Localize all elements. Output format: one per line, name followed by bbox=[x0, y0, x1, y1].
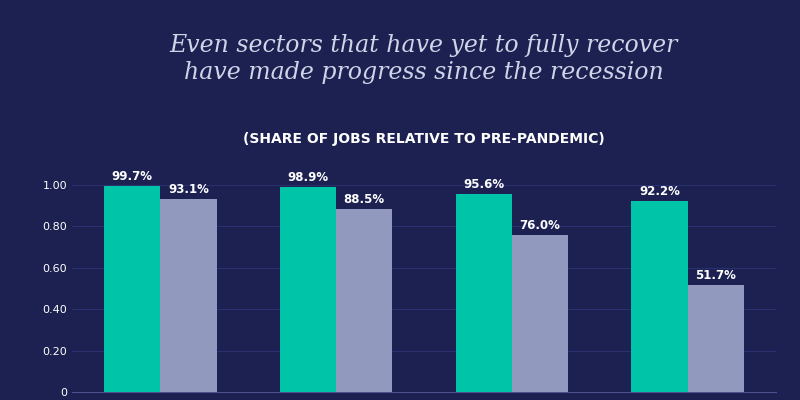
Text: 99.7%: 99.7% bbox=[112, 170, 153, 182]
Bar bbox=[631, 201, 688, 392]
Text: 76.0%: 76.0% bbox=[520, 219, 561, 232]
Bar bbox=[512, 235, 568, 392]
Bar bbox=[280, 187, 336, 392]
Text: 98.9%: 98.9% bbox=[287, 171, 329, 184]
Text: 88.5%: 88.5% bbox=[344, 193, 385, 206]
Text: 92.2%: 92.2% bbox=[639, 185, 680, 198]
Bar bbox=[688, 285, 744, 392]
Bar bbox=[456, 194, 512, 392]
Text: Even sectors that have yet to fully recover
have made progress since the recessi: Even sectors that have yet to fully reco… bbox=[170, 34, 678, 84]
Text: 93.1%: 93.1% bbox=[168, 183, 209, 196]
Bar bbox=[104, 186, 160, 392]
Text: (SHARE OF JOBS RELATIVE TO PRE-PANDEMIC): (SHARE OF JOBS RELATIVE TO PRE-PANDEMIC) bbox=[243, 132, 605, 146]
Text: 95.6%: 95.6% bbox=[463, 178, 504, 191]
Bar bbox=[160, 199, 217, 392]
Bar bbox=[336, 209, 392, 392]
Text: 51.7%: 51.7% bbox=[695, 269, 736, 282]
